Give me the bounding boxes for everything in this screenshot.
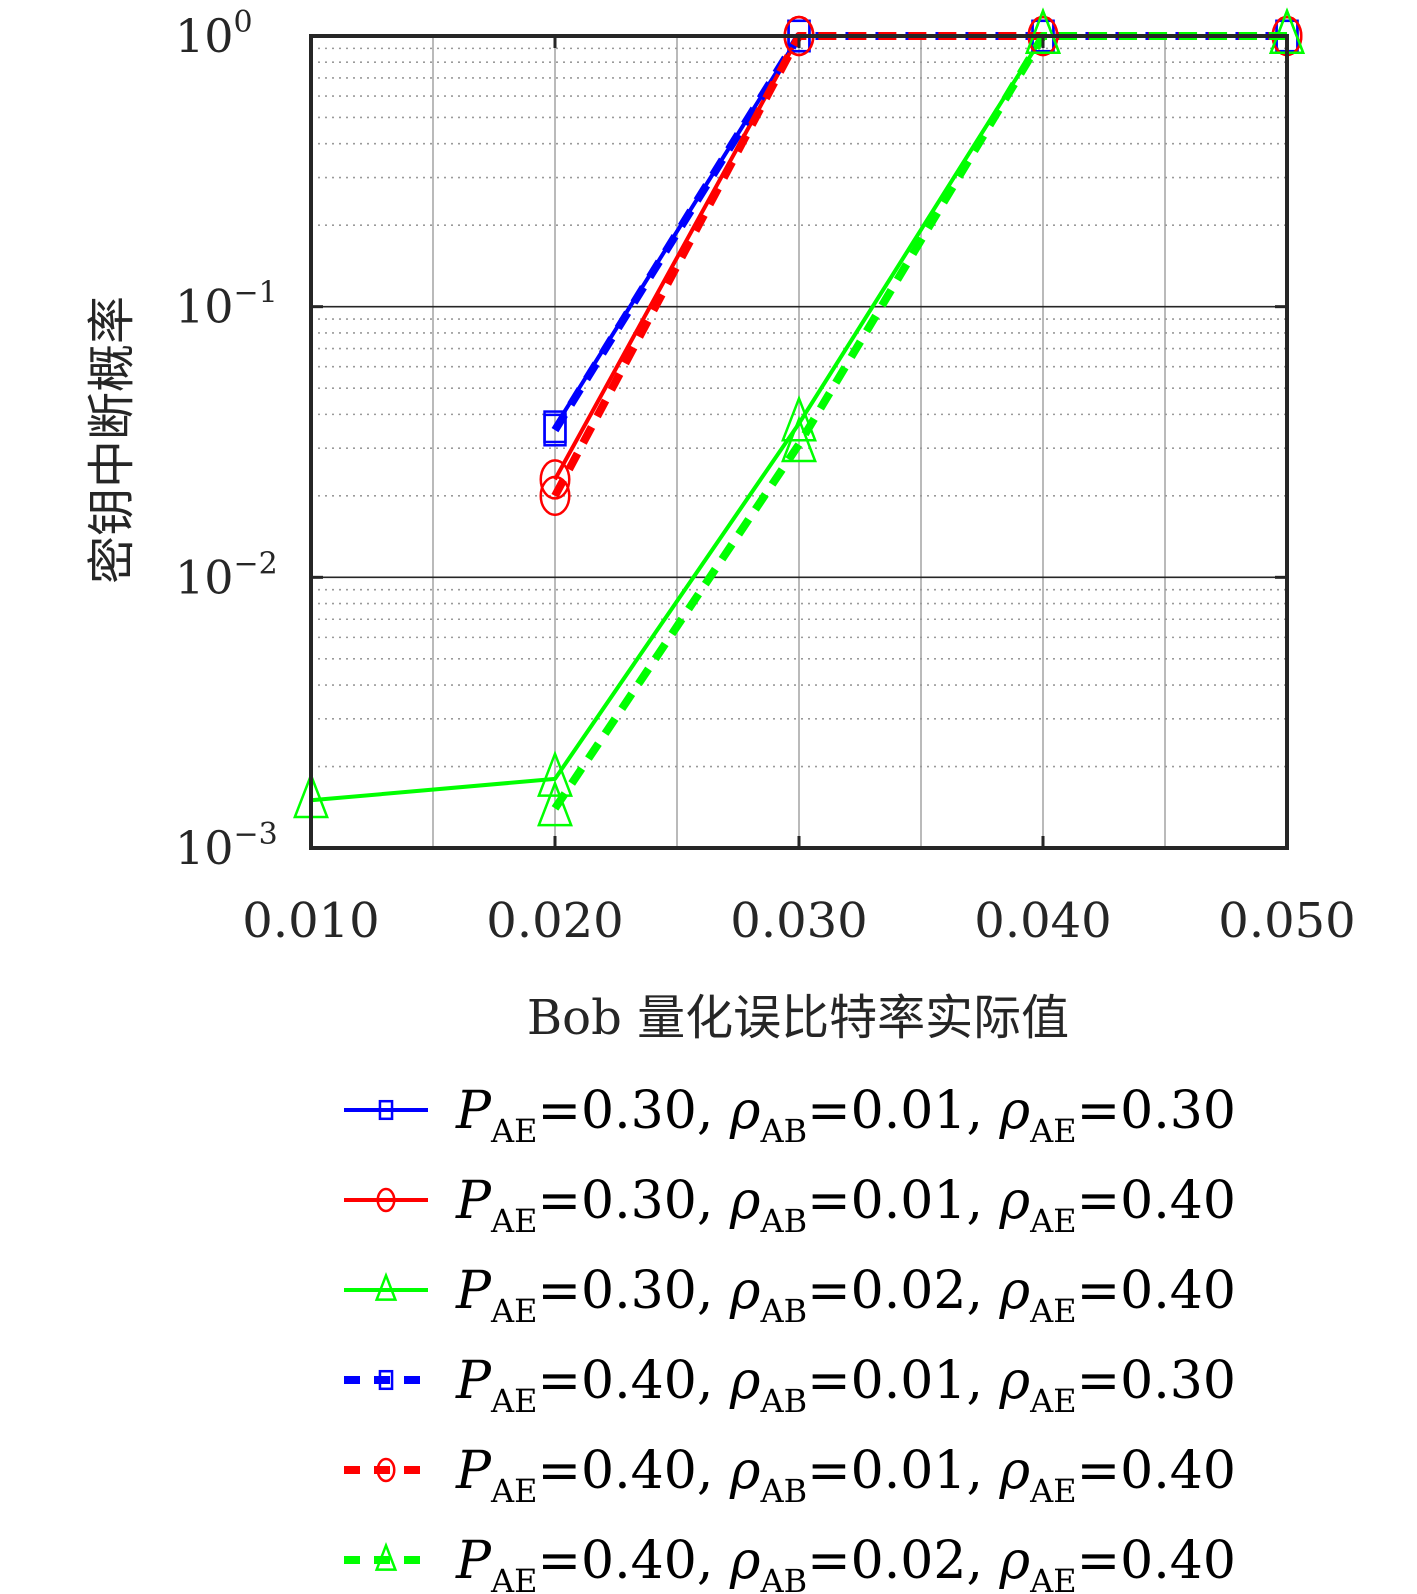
- grid: [311, 36, 1287, 848]
- marker-triangle: [374, 1272, 398, 1301]
- legend-label: PAE=0.30, ρAB=0.01, ρAE=0.30: [455, 1081, 1236, 1150]
- x-tick-label: 0.010: [242, 893, 379, 949]
- marker-triangle: [781, 415, 817, 463]
- legend-label: PAE=0.30, ρAB=0.01, ρAE=0.40: [455, 1171, 1236, 1240]
- marker-triangle: [374, 1542, 398, 1571]
- y-tick-label: 10−1: [175, 276, 278, 334]
- marker-circle: [376, 1187, 396, 1213]
- y-tick-label: 10−2: [175, 546, 278, 604]
- x-tick-label: 0.030: [730, 893, 867, 949]
- legend-entry: PAE=0.30, ρAB=0.02, ρAE=0.40: [344, 1261, 1236, 1330]
- legend-entry: PAE=0.40, ρAB=0.01, ρAE=0.40: [344, 1441, 1236, 1510]
- marker-square: [378, 1099, 394, 1121]
- legend-entry: PAE=0.30, ρAB=0.01, ρAE=0.40: [344, 1171, 1236, 1240]
- x-tick-label: 0.020: [486, 893, 623, 949]
- marker-circle: [539, 475, 571, 517]
- marker-triangle: [537, 779, 573, 827]
- x-axis-ticks: 0.010 0.020 0.030 0.040 0.050: [242, 36, 1356, 949]
- x-tick-label: 0.040: [974, 893, 1111, 949]
- marker-triangle: [781, 394, 817, 442]
- x-axis-label: Bob 量化误比特率实际值: [527, 990, 1069, 1046]
- legend-entry: PAE=0.40, ρAB=0.01, ρAE=0.30: [344, 1351, 1236, 1420]
- legend-entry: PAE=0.40, ρAB=0.02, ρAE=0.40: [344, 1531, 1236, 1594]
- marker-triangle: [537, 750, 573, 797]
- legend-label: PAE=0.40, ρAB=0.01, ρAE=0.40: [455, 1441, 1236, 1510]
- legend-label: PAE=0.40, ρAB=0.02, ρAE=0.40: [455, 1531, 1236, 1594]
- x-tick-label: 0.050: [1218, 893, 1355, 949]
- legend-entry: PAE=0.30, ρAB=0.01, ρAE=0.30: [344, 1081, 1236, 1150]
- y-tick-label: 10−3: [175, 817, 278, 875]
- marker-circle: [376, 1457, 396, 1483]
- marker-triangle: [1025, 7, 1061, 54]
- y-axis-label: 密钥中断概率: [84, 296, 140, 584]
- legend: PAE=0.30, ρAB=0.01, ρAE=0.30 PAE=0.30, ρA…: [344, 1081, 1236, 1594]
- marker-square: [543, 413, 567, 447]
- legend-label: PAE=0.30, ρAB=0.02, ρAE=0.40: [455, 1261, 1236, 1330]
- y-axis-ticks: 10−3 10−2 10−1 100: [175, 5, 1287, 875]
- marker-circle: [539, 459, 571, 500]
- marker-square: [378, 1369, 394, 1391]
- legend-label: PAE=0.40, ρAB=0.01, ρAE=0.30: [455, 1351, 1236, 1420]
- y-tick-label: 100: [175, 5, 253, 63]
